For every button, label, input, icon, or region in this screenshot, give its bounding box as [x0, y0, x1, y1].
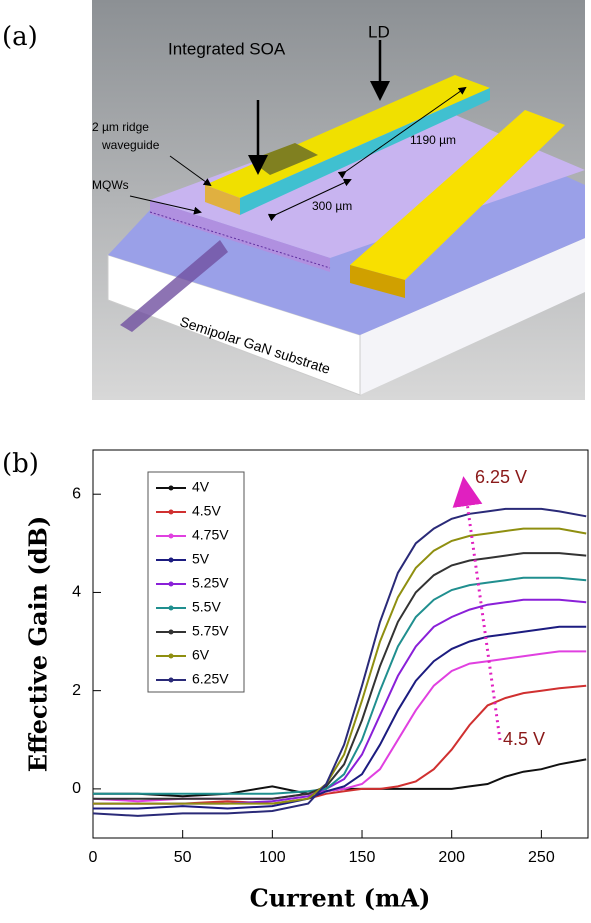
legend-marker [169, 630, 174, 635]
legend-label: 5.75V [192, 623, 229, 639]
x-tick-label: 150 [349, 849, 376, 866]
legend-marker [169, 534, 174, 539]
legend-marker [169, 654, 174, 659]
legend-marker [169, 486, 174, 491]
legend-marker [169, 582, 174, 587]
label: MQWs [92, 178, 129, 192]
label: 2 µm ridge [92, 120, 149, 134]
legend-marker [169, 510, 174, 515]
x-axis-label: Current (mA) [250, 884, 431, 913]
legend-label: 5.25V [192, 575, 229, 591]
legend-marker [169, 606, 174, 611]
y-tick-label: 4 [72, 584, 81, 601]
label: 1190 µm [410, 133, 456, 147]
legend-label: 6.25V [192, 671, 229, 687]
y-axis-label: Effective Gain (dB) [24, 516, 53, 772]
label: waveguide [101, 138, 160, 152]
legend-label: 4.5V [192, 503, 221, 519]
annotation: 6.25 V [475, 467, 527, 487]
label: LD [368, 22, 390, 41]
x-tick-label: 0 [89, 849, 98, 866]
x-tick-label: 100 [259, 849, 286, 866]
label: 300 µm [312, 199, 352, 213]
x-tick-label: 50 [174, 849, 192, 866]
y-tick-label: 0 [72, 780, 81, 797]
legend-marker [169, 678, 174, 683]
label: Integrated SOA [168, 39, 286, 58]
figure: (a) Integrated SOA LD 2 µm ridge wavegui… [0, 0, 591, 918]
panel-label: (a) [2, 22, 38, 52]
legend-label: 5V [192, 551, 210, 567]
legend-label: 4V [192, 479, 210, 495]
legend-marker [169, 558, 174, 563]
x-tick-label: 250 [528, 849, 555, 866]
panel-label: (b) [2, 449, 39, 479]
y-tick-label: 6 [72, 485, 81, 502]
legend-label: 6V [192, 647, 210, 663]
legend-label: 5.5V [192, 599, 221, 615]
legend-label: 4.75V [192, 527, 229, 543]
annotation: 4.5 V [503, 729, 545, 749]
x-tick-label: 200 [438, 849, 465, 866]
y-tick-label: 2 [72, 682, 81, 699]
